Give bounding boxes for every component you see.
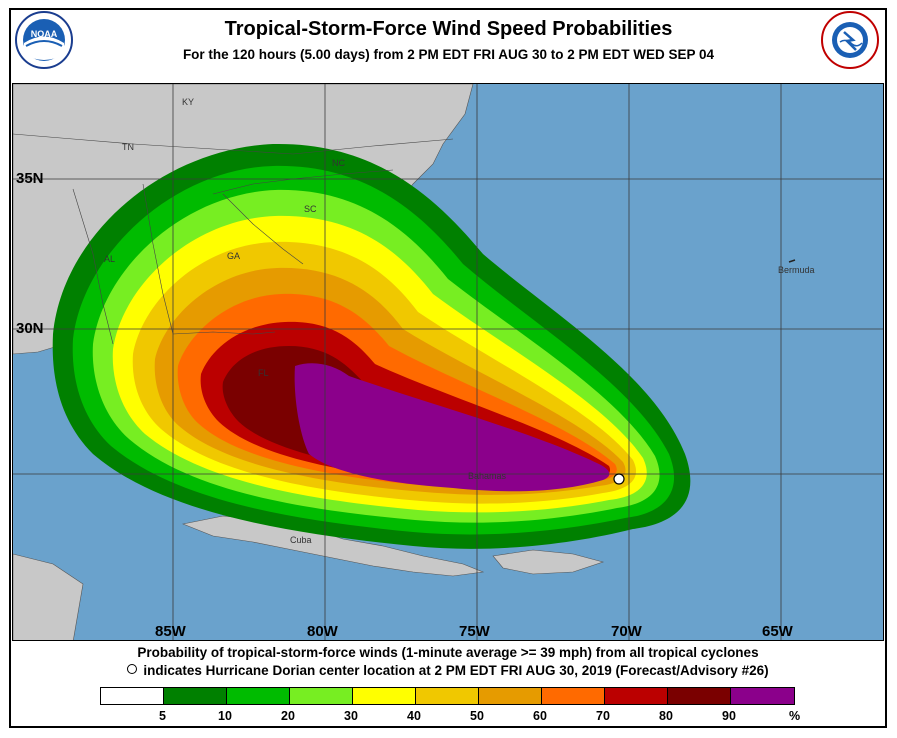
lon-label-70w: 70W — [611, 623, 642, 640]
color-legend — [100, 687, 795, 705]
legend-swatch — [416, 688, 479, 704]
lat-label-30n: 30N — [16, 320, 44, 337]
bermuda-island — [788, 259, 796, 263]
caption-line-1: Probability of tropical-storm-force wind… — [137, 645, 759, 660]
state-label-fl: FL — [258, 368, 269, 378]
lon-label-65w: 65W — [762, 623, 793, 640]
legend-tick-label: 80 — [659, 709, 673, 723]
legend-tick-label: 90 — [722, 709, 736, 723]
legend-tick-label: 5 — [159, 709, 166, 723]
graticule — [13, 84, 883, 640]
state-label-tn: TN — [122, 142, 134, 152]
legend-tick-label: 70 — [596, 709, 610, 723]
caption-line-2: indicates Hurricane Dorian center locati… — [12, 663, 884, 678]
place-label-bermuda: Bermuda — [778, 265, 815, 275]
legend-swatch — [101, 688, 164, 704]
legend-swatch — [605, 688, 668, 704]
legend-tick-label: 60 — [533, 709, 547, 723]
legend-swatch — [164, 688, 227, 704]
state-label-ga: GA — [227, 251, 241, 261]
legend-tick-label: 40 — [407, 709, 421, 723]
nws-logo — [820, 10, 880, 70]
caption: Probability of tropical-storm-force wind… — [12, 642, 884, 726]
legend-tick-label: 50 — [470, 709, 484, 723]
place-label-bahamas: Bahamas — [468, 471, 507, 481]
state-label-ky: KY — [182, 97, 195, 107]
legend-swatch — [353, 688, 416, 704]
svg-text:NOAA: NOAA — [31, 29, 58, 39]
state-label-nc: NC — [332, 158, 345, 168]
legend-tick-label: 20 — [281, 709, 295, 723]
contour-90 — [294, 363, 610, 492]
probability-map — [12, 83, 884, 641]
legend-swatch — [542, 688, 605, 704]
noaa-logo: NOAA — [14, 10, 74, 70]
lon-label-80w: 80W — [307, 623, 338, 640]
caption-line-2-text: indicates Hurricane Dorian center locati… — [143, 663, 769, 678]
legend-swatch — [479, 688, 542, 704]
legend-tick-label: 30 — [344, 709, 358, 723]
probability-contours — [52, 143, 691, 549]
state-label-sc: SC — [304, 204, 317, 214]
storm-center-marker — [613, 473, 625, 485]
state-borders — [13, 133, 454, 345]
storm-center-legend-icon — [127, 664, 138, 674]
legend-tick-label: 10 — [218, 709, 232, 723]
lon-label-85w: 85W — [155, 623, 186, 640]
legend-swatch — [731, 688, 794, 704]
lon-label-75w: 75W — [459, 623, 490, 640]
legend-tick-label: % — [789, 709, 801, 723]
legend-swatch — [290, 688, 353, 704]
chart-title: Tropical-Storm-Force Wind Speed Probabil… — [224, 18, 673, 40]
state-label-al: AL — [104, 254, 116, 264]
legend-swatch — [227, 688, 290, 704]
legend-swatch — [668, 688, 731, 704]
lat-label-35n: 35N — [16, 170, 44, 187]
place-label-cuba: Cuba — [290, 535, 312, 545]
chart-subtitle: For the 120 hours (5.00 days) from 2 PM … — [182, 47, 715, 62]
